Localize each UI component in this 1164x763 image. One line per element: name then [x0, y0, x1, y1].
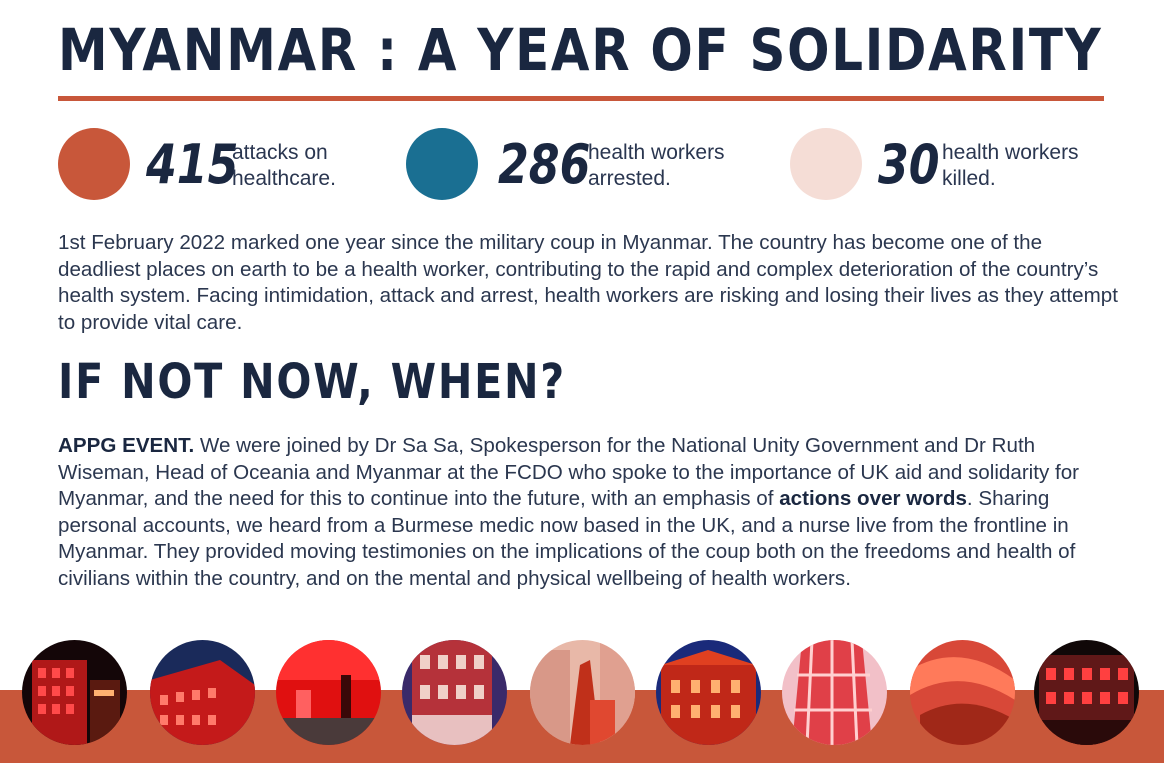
intro-paragraph: 1st February 2022 marked one year since …: [58, 231, 1118, 334]
page-title: MYANMAR : A YEAR OF SOLIDARITY: [58, 16, 1103, 84]
red-lit-building-4: [402, 640, 507, 745]
red-lit-building-7: [910, 640, 1015, 745]
stat-number: 286: [498, 133, 591, 196]
stat-label: attacks on healthcare.: [232, 141, 336, 190]
title-divider: [58, 96, 1104, 101]
orange-circle-icon: [58, 128, 130, 200]
red-lit-building-5: [656, 640, 761, 745]
section-heading: IF NOT NOW, WHEN?: [58, 354, 566, 410]
red-lit-building-3: [276, 640, 381, 745]
red-lit-building-8: [1034, 640, 1139, 745]
red-lit-statue: [530, 640, 635, 745]
stat-label: health workers arrested.: [588, 141, 725, 190]
event-paragraph: APPG EVENT. We were joined by Dr Sa Sa, …: [58, 434, 1080, 590]
stat-label: health workers killed.: [942, 141, 1079, 190]
red-lit-building-6: [782, 640, 887, 745]
stat-number: 30: [878, 133, 940, 196]
red-lit-building-2: [150, 640, 255, 745]
emphasis-text: actions over words: [779, 487, 967, 511]
red-lit-building-1: [22, 640, 127, 745]
event-lead: APPG EVENT.: [58, 434, 195, 457]
stat-number: 415: [146, 133, 239, 196]
blue-circle-icon: [406, 128, 478, 200]
pink-circle-icon: [790, 128, 862, 200]
